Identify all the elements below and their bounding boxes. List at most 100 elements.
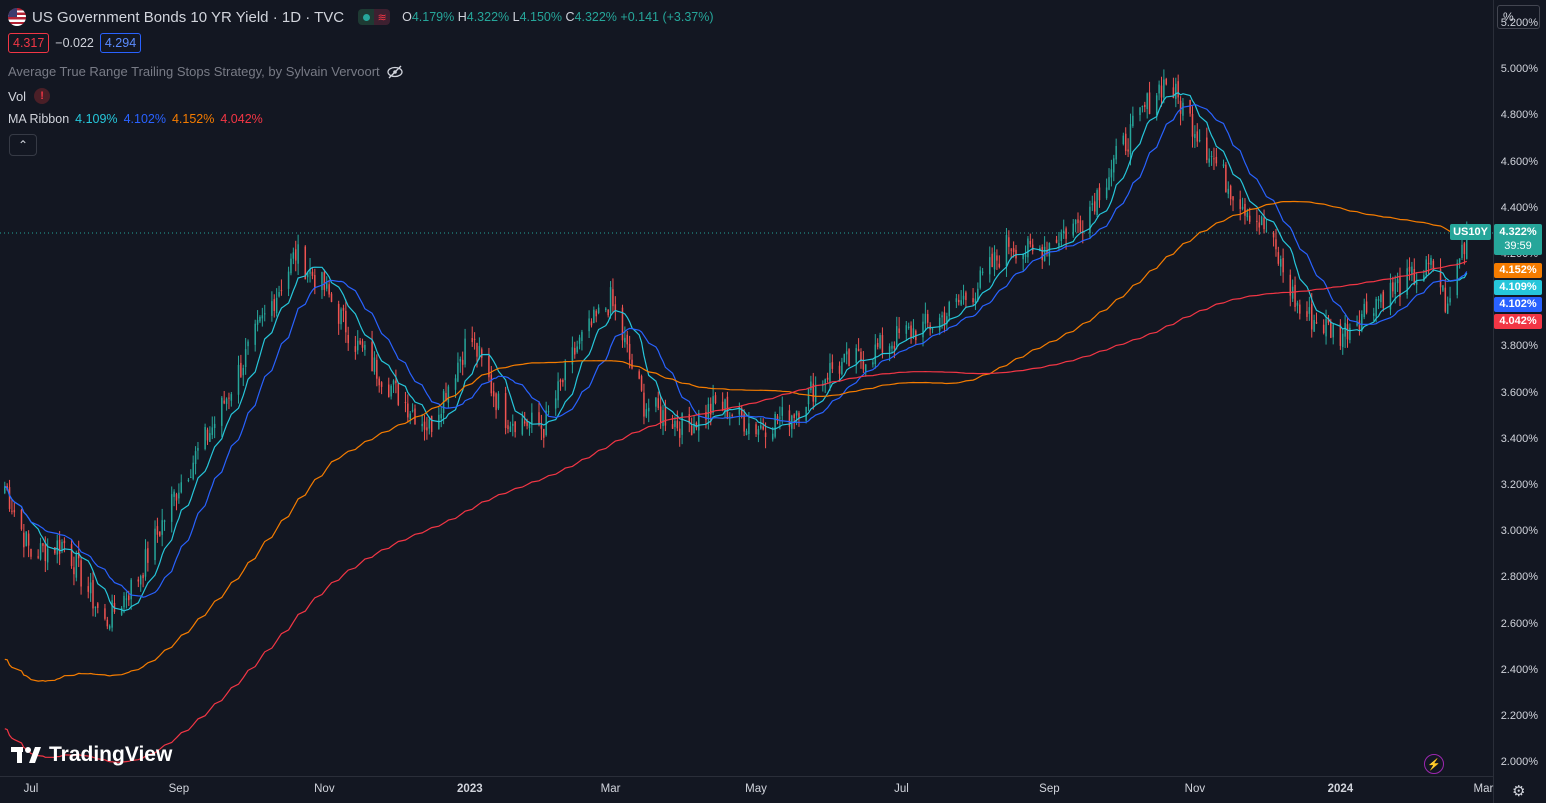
candle-body bbox=[1466, 225, 1468, 259]
candle-body bbox=[872, 362, 874, 365]
lightning-icon[interactable]: ⚡ bbox=[1424, 754, 1444, 774]
candle-body bbox=[488, 355, 490, 378]
candle-body bbox=[211, 427, 214, 435]
candle-body bbox=[144, 549, 147, 577]
candle-body bbox=[709, 403, 712, 415]
ma-blue-tag: 4.102% bbox=[1494, 297, 1542, 312]
x-axis-border bbox=[0, 776, 1493, 777]
symbol-title[interactable]: US Government Bonds 10 YR Yield · 1D · T… bbox=[32, 8, 345, 26]
candle-body bbox=[1444, 287, 1447, 312]
candle-body bbox=[378, 378, 380, 386]
candle-body bbox=[705, 411, 707, 420]
candle-body bbox=[943, 312, 946, 326]
y-tick-label: 3.200% bbox=[1500, 479, 1538, 491]
candle-body bbox=[1449, 298, 1451, 303]
candle-body bbox=[1098, 187, 1101, 201]
candle-body bbox=[1189, 100, 1191, 114]
candle-body bbox=[128, 595, 130, 601]
candle-body bbox=[190, 476, 192, 478]
candle-body bbox=[1113, 158, 1115, 173]
candle-body bbox=[924, 313, 927, 324]
candle-body bbox=[707, 404, 710, 419]
candle-body bbox=[1182, 102, 1184, 116]
ma-teal-tag: 4.109% bbox=[1494, 280, 1542, 295]
y-tick-label: 2.000% bbox=[1500, 756, 1538, 769]
warning-icon[interactable]: ! bbox=[34, 88, 51, 104]
strategy-legend[interactable]: Average True Range Trailing Stops Strate… bbox=[8, 64, 404, 79]
spread-value: −0.022 bbox=[55, 36, 94, 50]
candle-body bbox=[240, 362, 242, 377]
candle-body bbox=[130, 579, 132, 600]
candle-body bbox=[1091, 203, 1094, 205]
candle-body bbox=[764, 432, 767, 438]
candle-body bbox=[888, 346, 891, 352]
buy-price[interactable]: 4.294 bbox=[99, 33, 142, 53]
candle-body bbox=[1008, 237, 1010, 247]
candle-body bbox=[25, 531, 27, 547]
candle-body bbox=[621, 307, 624, 341]
bid-ask-row: 4.317 −0.022 4.294 bbox=[8, 33, 142, 53]
candle-body bbox=[414, 408, 416, 425]
candle-body bbox=[1315, 322, 1318, 324]
ma-red-tag: 4.042% bbox=[1494, 314, 1542, 329]
candle-body bbox=[1327, 317, 1330, 323]
candle-body bbox=[407, 403, 409, 418]
candle-body bbox=[862, 361, 865, 370]
candle-body bbox=[1077, 219, 1079, 223]
candle-body bbox=[938, 317, 941, 331]
volume-legend[interactable]: Vol ! bbox=[8, 88, 51, 104]
market-status-pill[interactable]: ≋ bbox=[358, 9, 391, 25]
candle-body bbox=[1132, 115, 1134, 127]
candle-body bbox=[626, 334, 629, 345]
candle-body bbox=[1089, 206, 1091, 233]
candle-body bbox=[159, 531, 161, 536]
candle-body bbox=[104, 608, 106, 619]
collapse-legend-button[interactable]: ⌃ bbox=[9, 134, 37, 156]
candle-body bbox=[1139, 107, 1141, 116]
candle-body bbox=[1306, 311, 1308, 317]
candle-body bbox=[998, 263, 1001, 268]
candle-body bbox=[142, 575, 144, 579]
candle-body bbox=[664, 406, 667, 426]
ma-ribbon-group bbox=[4, 92, 1468, 763]
tradingview-logo[interactable]: TradingView bbox=[11, 743, 172, 767]
sell-price[interactable]: 4.317 bbox=[8, 33, 50, 53]
candle-body bbox=[347, 334, 349, 344]
eye-crossed-icon[interactable] bbox=[386, 65, 404, 79]
candle-body bbox=[1346, 324, 1349, 340]
candle-body bbox=[1427, 262, 1430, 265]
candle-body bbox=[123, 595, 125, 608]
ma-ribbon-legend[interactable]: MA Ribbon 4.109% 4.102% 4.152% 4.042% bbox=[8, 112, 263, 126]
candle-body bbox=[774, 413, 776, 437]
candle-body bbox=[526, 420, 528, 426]
y-tick-label: 3.000% bbox=[1500, 525, 1538, 538]
candle-body bbox=[1194, 134, 1196, 139]
candle-body bbox=[974, 298, 977, 304]
candle-body bbox=[965, 292, 967, 301]
candle-body bbox=[1439, 269, 1442, 288]
price-change: +0.141 (+3.37%) bbox=[620, 10, 714, 24]
candle-body bbox=[595, 310, 597, 317]
candle-body bbox=[960, 300, 962, 305]
candle-body bbox=[1177, 81, 1179, 98]
gear-icon[interactable]: ⚙ bbox=[1512, 783, 1526, 800]
candle-body bbox=[70, 544, 73, 566]
candle-body bbox=[977, 288, 979, 301]
candle-body bbox=[540, 425, 543, 429]
candle-body bbox=[941, 315, 943, 318]
candle-body bbox=[755, 424, 757, 435]
candle-body bbox=[989, 257, 991, 275]
candle-body bbox=[688, 414, 691, 424]
candle-body bbox=[206, 429, 209, 441]
candle-body bbox=[958, 299, 960, 303]
candle-body bbox=[762, 426, 764, 430]
percent-scale-button[interactable]: % bbox=[1497, 5, 1540, 29]
candle-body bbox=[557, 381, 559, 401]
candle-body bbox=[554, 398, 557, 409]
candle-body bbox=[1058, 243, 1060, 246]
candle-body bbox=[1456, 263, 1458, 296]
candle-body bbox=[395, 380, 397, 384]
strategy-status-icon: ≋ bbox=[374, 9, 391, 25]
candle-body bbox=[273, 299, 276, 311]
